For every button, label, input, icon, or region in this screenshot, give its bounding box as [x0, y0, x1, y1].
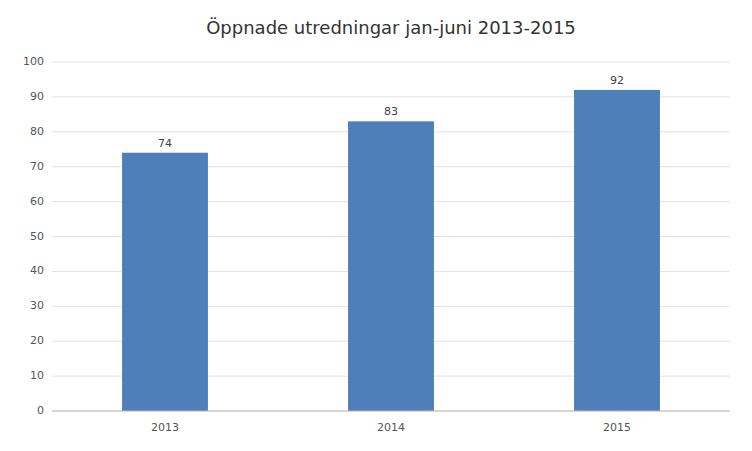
data-label: 92: [610, 74, 624, 87]
page: {"chart_data": {"type": "bar", "title": …: [0, 0, 752, 451]
bars: [122, 90, 660, 411]
bar: [348, 121, 434, 411]
data-labels: 74 83 92: [158, 74, 624, 150]
y-tick-label: 20: [30, 334, 44, 347]
y-tick-label: 100: [23, 55, 44, 68]
y-tick-label: 50: [30, 230, 44, 243]
grid: [52, 62, 730, 411]
x-axis-line: [52, 411, 730, 412]
chart-container: Öppnade utredningar jan-juni 2013-2015 0 1…: [0, 0, 752, 451]
x-tick-label: 2015: [603, 421, 631, 434]
x-axis: 2013 2014 2015: [52, 411, 730, 434]
y-tick-label: 10: [30, 369, 44, 382]
y-tick-label: 30: [30, 299, 44, 312]
y-tick-label: 60: [30, 195, 44, 208]
data-label: 74: [158, 137, 172, 150]
y-tick-label: 90: [30, 90, 44, 103]
y-tick-label: 0: [37, 404, 44, 417]
grid-line: [52, 411, 730, 412]
data-label: 83: [384, 105, 398, 118]
x-tick-label: 2014: [377, 421, 405, 434]
y-axis: 0 10 20 30 40 50 60 70 80 90 100: [23, 55, 44, 417]
y-tick-label: 80: [30, 125, 44, 138]
chart: Öppnade utredningar jan-juni 2013-2015 0 1…: [0, 0, 752, 451]
x-tick-label: 2013: [151, 421, 179, 434]
title: Öppnade utredningar jan-juni 2013-2015: [206, 17, 576, 38]
bar: [122, 153, 208, 411]
bar: [574, 90, 660, 411]
y-tick-label: 40: [30, 264, 44, 277]
y-tick-label: 70: [30, 160, 44, 173]
grid-line: [52, 62, 730, 63]
